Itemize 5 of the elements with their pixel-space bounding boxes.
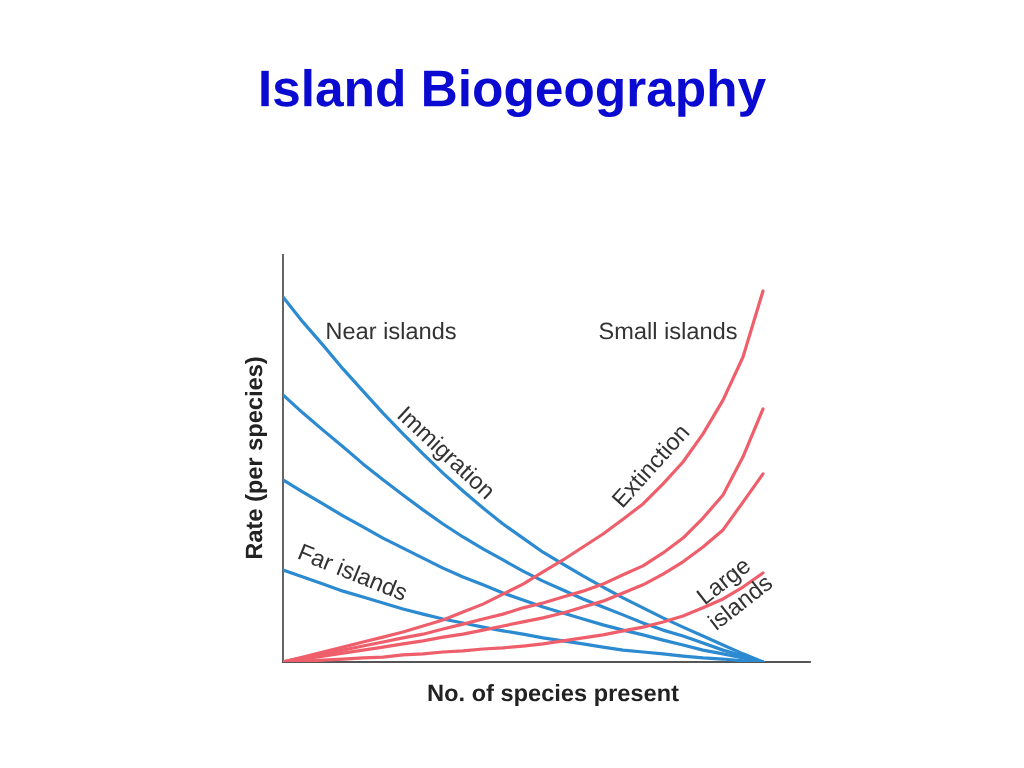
annotation: Near islands (327, 321, 456, 340)
chart-title: Island Biogeography (261, 68, 766, 118)
annotation: Small islands (599, 321, 737, 340)
y-axis-title: Rate (per species) (244, 357, 267, 559)
x-axis-title: No. of species present (428, 684, 679, 707)
